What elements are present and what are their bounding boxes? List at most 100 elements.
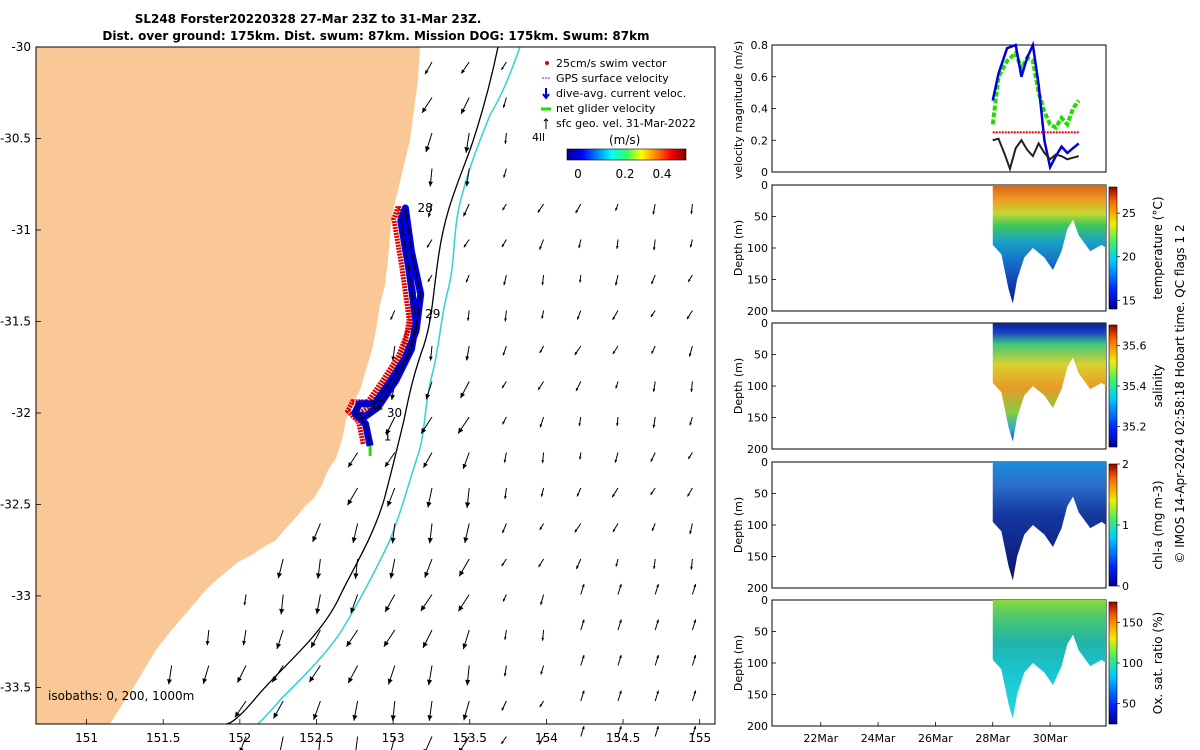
map-ytick-label: -31 <box>11 223 31 237</box>
time-x-axis: 22Mar 24Mar 26Mar 28Mar 30Mar <box>803 722 1068 745</box>
net-glider-series <box>990 49 1081 131</box>
quiver-arrow-head <box>387 500 392 507</box>
quiver-arrow-head <box>311 641 316 648</box>
temperature-ytick-label: 200 <box>747 305 768 318</box>
quiver-arrow-head <box>504 318 507 322</box>
quiver-arrow-head <box>656 619 659 623</box>
isobath-200m <box>225 46 499 725</box>
quiver-arrow-head <box>614 459 618 463</box>
quiver-arrow-head <box>459 570 465 577</box>
temperature-panel: 0 50 100 150 200 Depth (m) 15 20 25 temperature (… <box>732 179 1165 318</box>
quiver-arrow-head <box>656 690 659 694</box>
quiver-arrow-head <box>390 394 396 401</box>
quiver-arrow-head <box>689 244 693 248</box>
quiver-arrow-head <box>619 725 622 730</box>
colorbar-title: (m/s) <box>609 133 640 147</box>
map-title-line2: Dist. over ground: 175km. Dist. swum: 87… <box>102 29 649 43</box>
map-xtick-label: 154.5 <box>606 731 640 745</box>
quiver-arrow-head <box>581 583 585 588</box>
legend-swim-vector-icon <box>545 61 549 65</box>
quiver-arrow-head <box>315 573 322 579</box>
quiver-arrow-head <box>693 725 697 730</box>
colorbar-tick-0: 0 <box>574 167 582 181</box>
quiver-arrow-head <box>463 537 469 544</box>
quiver-arrow-head <box>389 572 395 579</box>
quiver-arrow-head <box>504 636 507 640</box>
quiver-arrow-head <box>242 640 247 646</box>
quiver-arrow-head <box>651 350 654 354</box>
oxygen-ytick-label: 100 <box>747 657 768 670</box>
quiver-arrow-head <box>501 707 505 711</box>
quiver-arrow-head <box>576 493 580 497</box>
quiver-arrow-head <box>541 282 545 286</box>
quiver-arrow-head <box>687 493 690 497</box>
quiver-arrow-head <box>348 462 353 468</box>
quiver-arrow-head <box>615 246 619 249</box>
quiver-arrow-head <box>276 643 282 650</box>
quiver-arrow-head <box>688 279 691 283</box>
quiver-arrow-head <box>465 502 471 508</box>
oxygen-colorbar <box>1108 601 1118 725</box>
quiver-arrow-head <box>458 605 464 612</box>
map-xtick-label: 155 <box>688 731 711 745</box>
map-ytick-label: -33.5 <box>0 680 31 694</box>
quiver-arrow-head <box>503 495 507 499</box>
quiver-arrow-head <box>652 247 656 251</box>
quiver-arrow-head <box>693 690 697 694</box>
map-ytick-label: -30 <box>11 40 31 54</box>
quiver-arrow-head <box>574 529 578 533</box>
quiver-arrow-head <box>538 564 542 568</box>
map-xtick-label: 153 <box>382 731 405 745</box>
quiver-arrow-head <box>574 351 578 356</box>
legend-net-glider: net glider velocity <box>556 102 656 115</box>
map-y-axis: -30 -30.5 -31 -31.5 -32 -32.5 -33 -33.5 <box>0 40 41 694</box>
quiver-arrow-head <box>689 530 693 535</box>
quiver-arrow-head <box>539 526 543 530</box>
quiver-arrow-head <box>541 315 544 319</box>
quiver-arrow-head <box>347 499 353 506</box>
quiver-arrow-head <box>428 181 434 187</box>
quiver-arrow-head <box>656 654 659 659</box>
quiver-arrow-head <box>502 421 505 425</box>
quiver-arrow-head <box>619 654 622 659</box>
quiver-arrow-head <box>423 462 428 468</box>
copyright-note: © IMOS 14-Apr-2024 02:58:18 Hobart time.… <box>1173 224 1187 563</box>
velocity-ylabel: velocity magnitude (m/s) <box>732 41 745 179</box>
time-xtick-label: 24Mar <box>861 732 896 745</box>
velocity-ytick-label: 0.8 <box>751 39 769 52</box>
quiver-arrow-head <box>612 529 616 533</box>
map-x-axis: 151 151.5 152 152.5 153 153.5 154 154.5 155 <box>75 719 711 745</box>
oxygen-ytick-label: 50 <box>754 626 768 639</box>
quiver-arrow-head <box>541 637 545 641</box>
velocity-ytick-label: 0.6 <box>751 71 769 84</box>
quiver-arrow-head <box>463 212 467 217</box>
map-xtick-label: 152 <box>228 731 251 745</box>
quiver-arrow-head <box>578 423 581 427</box>
quiver-arrow-head <box>352 714 358 721</box>
oxygen-ytick-label: 0 <box>761 594 768 607</box>
map-ytick-label: -32 <box>11 406 31 420</box>
quiver-arrow-head <box>650 458 654 462</box>
quiver-arrow-head <box>425 69 429 75</box>
map-xtick-label: 153.5 <box>453 731 487 745</box>
temperature-ytick-label: 100 <box>747 242 768 255</box>
temperature-cbar-tick-label: 15 <box>1122 294 1136 307</box>
isobath-1000m <box>257 46 521 725</box>
quiver-arrow-head <box>690 388 693 392</box>
salinity-cbar-label: salinity <box>1151 364 1165 407</box>
legend-sfc-geo: sfc geo. vel. 31-Mar-2022 <box>556 117 696 130</box>
map-colorbar <box>566 148 687 161</box>
temperature-cbar-tick-label: 20 <box>1122 251 1136 264</box>
colorbar-tick-1: 0.2 <box>615 167 634 181</box>
quiver-arrow-head <box>279 608 285 615</box>
salinity-cbar-tick-label: 35.6 <box>1122 339 1147 352</box>
quiver-arrow <box>279 736 284 750</box>
quiver-arrow-head <box>422 107 427 113</box>
salinity-ytick-label: 50 <box>754 349 768 362</box>
day-label-31: 31 <box>368 399 383 413</box>
quiver-arrow-head <box>581 725 585 730</box>
quiver-arrow-head <box>690 211 693 215</box>
velocity-ytick-label: 0.2 <box>751 134 769 147</box>
chla-section <box>992 462 1106 581</box>
quiver-arrow-head <box>503 673 507 677</box>
